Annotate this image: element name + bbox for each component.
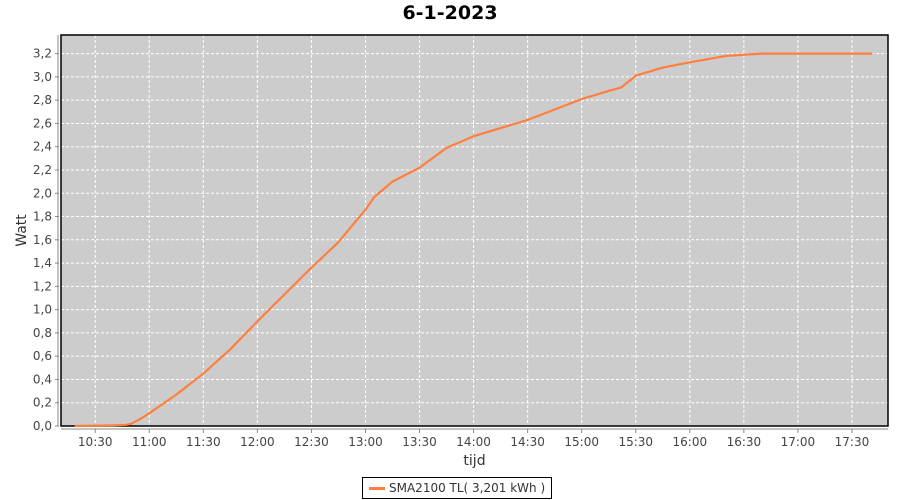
y-tick-label: 1,0	[33, 303, 52, 317]
data-point	[634, 74, 637, 77]
data-point	[445, 147, 448, 149]
legend-label: SMA2100 TL( 3,201 kWh )	[389, 481, 546, 495]
legend: SMA2100 TL( 3,201 kWh )	[362, 477, 553, 499]
data-point	[499, 127, 502, 129]
x-tick-label: 10:30	[78, 435, 113, 449]
data-point	[310, 266, 313, 269]
data-point	[139, 418, 142, 420]
data-point	[620, 86, 623, 89]
plot-border	[60, 34, 889, 427]
data-point	[418, 166, 421, 169]
x-tick-label: 15:00	[564, 435, 599, 449]
data-point	[364, 208, 367, 211]
data-point	[472, 135, 475, 138]
y-tick-label: 3,2	[33, 47, 52, 61]
data-point	[833, 52, 835, 55]
x-tick-label: 16:30	[727, 435, 762, 449]
data-point	[74, 425, 77, 427]
data-point	[125, 424, 127, 426]
data-point	[661, 66, 664, 69]
data-point	[391, 180, 394, 183]
data-point	[870, 52, 873, 55]
x-tick-label: 16:00	[673, 435, 708, 449]
data-point	[553, 108, 556, 111]
y-tick-label: 0,8	[33, 326, 52, 340]
plot-background	[61, 35, 888, 426]
chart-title: 6-1-2023	[402, 2, 498, 24]
y-tick-label: 2,4	[33, 140, 52, 154]
x-tick-label: 12:30	[294, 435, 329, 449]
y-tick-label: 3,0	[33, 70, 52, 84]
y-tick-label: 2,0	[33, 186, 52, 200]
y-tick-label: 0,0	[33, 419, 52, 433]
x-tick-label: 14:30	[510, 435, 545, 449]
data-point	[337, 241, 340, 243]
y-tick-label: 2,8	[33, 93, 52, 107]
legend-swatch	[369, 486, 385, 490]
line-chart: 0,0 0,2 0,4 0,6 0,8 1,0 1,2 1,4 1,6 1,8 2,0 2,2 2,4 2…	[14, 34, 889, 469]
data-point	[761, 52, 763, 55]
data-point	[175, 393, 178, 396]
x-tick-label: 11:30	[186, 435, 221, 449]
data-point	[797, 52, 799, 55]
x-axis-label: tijd	[463, 453, 485, 469]
x-tick-label: 17:30	[835, 435, 870, 449]
data-point	[229, 348, 232, 350]
data-point	[283, 293, 286, 296]
data-point	[373, 195, 376, 198]
y-axis-label: Watt	[14, 214, 30, 247]
data-point	[256, 320, 259, 323]
y-tick-label: 1,2	[33, 279, 52, 293]
data-point	[112, 424, 115, 427]
data-point	[526, 119, 529, 121]
y-tick-label: 1,8	[33, 210, 52, 224]
data-point	[689, 61, 691, 64]
x-tick-label: 14:00	[456, 435, 491, 449]
data-point	[725, 55, 727, 57]
y-tick-label: 1,4	[33, 256, 52, 270]
y-tick-label: 0,4	[33, 372, 52, 386]
data-point	[580, 98, 583, 100]
x-tick-label: 12:00	[240, 435, 275, 449]
y-tick-label: 0,6	[33, 349, 52, 363]
x-tick-label: 17:00	[781, 435, 816, 449]
x-tick-label: 15:30	[618, 435, 653, 449]
data-point	[607, 90, 610, 92]
data-point	[130, 422, 133, 425]
x-tick-label: 13:00	[348, 435, 383, 449]
y-tick-label: 2,6	[33, 116, 52, 130]
x-tick-label: 11:00	[132, 435, 167, 449]
y-tick-label: 1,6	[33, 233, 52, 247]
x-tick-label: 13:30	[402, 435, 437, 449]
y-tick-label: 2,2	[33, 163, 52, 177]
data-point	[148, 412, 151, 414]
y-tick-label: 0,2	[33, 396, 52, 410]
data-point	[202, 372, 205, 375]
